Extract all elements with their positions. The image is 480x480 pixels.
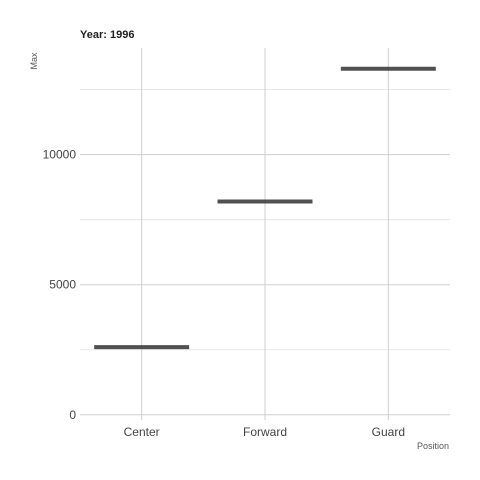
- y-tick-label: 0: [69, 408, 76, 422]
- y-axis-title: Max: [29, 52, 39, 70]
- label-layer: 0 5000 10000 Center Forward Guard: [43, 148, 405, 439]
- y-tick-label: 5000: [49, 278, 76, 292]
- mark-layer: [94, 66, 436, 350]
- x-tick-label: Guard: [372, 425, 405, 439]
- x-axis-title: Position: [417, 441, 449, 451]
- chart-title: Year: 1996: [80, 29, 134, 41]
- grid-layer: [80, 48, 450, 420]
- x-tick-label: Center: [124, 425, 160, 439]
- y-tick-label: 10000: [43, 148, 77, 162]
- x-tick-label: Forward: [243, 425, 287, 439]
